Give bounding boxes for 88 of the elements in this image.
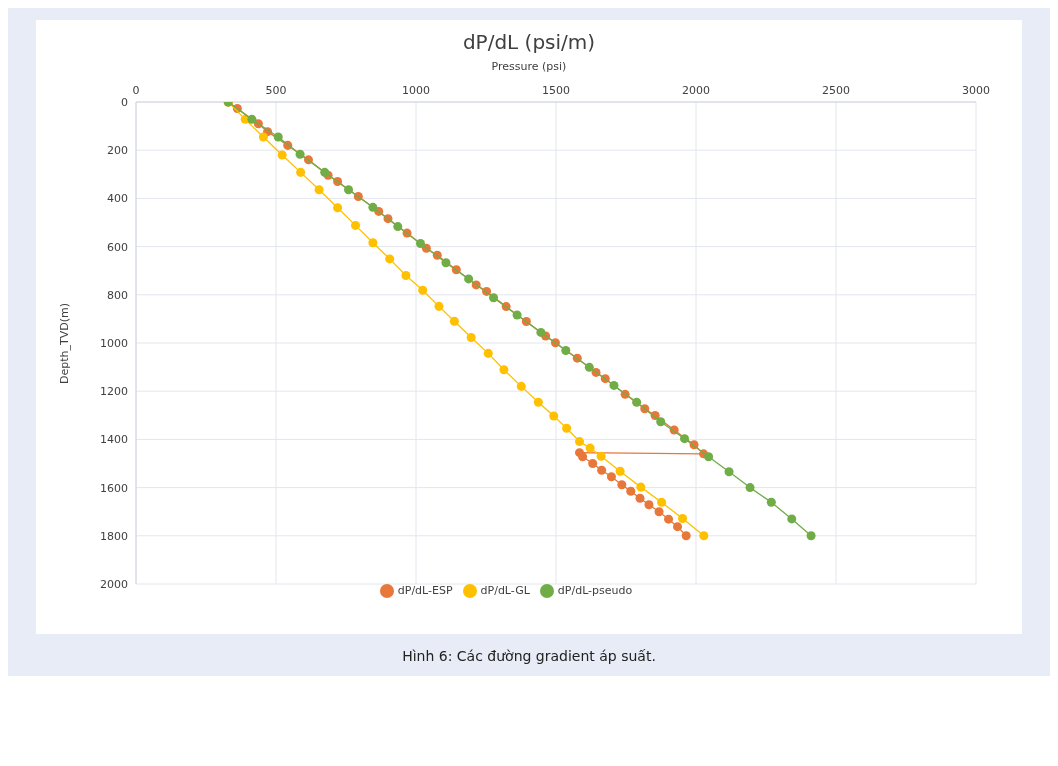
point — [597, 465, 607, 475]
point — [295, 149, 305, 159]
point — [680, 434, 690, 444]
point — [699, 531, 709, 541]
point — [681, 531, 691, 541]
point — [273, 132, 283, 142]
point — [644, 500, 654, 510]
point — [333, 203, 343, 213]
point — [368, 202, 378, 212]
point — [314, 185, 324, 195]
point — [483, 348, 493, 358]
point — [536, 327, 546, 337]
legend-label: dP/dL-ESP — [397, 584, 453, 597]
point — [512, 310, 522, 320]
point — [258, 132, 268, 142]
x-tick-label: 2000 — [682, 84, 710, 97]
point — [585, 443, 595, 453]
x-tick-label: 1500 — [542, 84, 570, 97]
point — [609, 380, 619, 390]
point — [657, 497, 667, 507]
text: Hình 6: Các đường gradient áp suất. — [401, 648, 657, 664]
y-tick-label: 1600 — [100, 481, 128, 495]
point — [596, 451, 606, 461]
y-tick-label: 0 — [121, 95, 128, 109]
point — [787, 514, 797, 524]
point — [351, 220, 361, 230]
point — [368, 238, 378, 248]
point — [247, 114, 257, 124]
x-tick-label: 0 — [132, 84, 140, 97]
point — [678, 513, 688, 523]
legend-label: dP/dL-pseudo — [557, 584, 633, 597]
point — [415, 238, 425, 248]
point — [561, 345, 571, 355]
point — [636, 482, 646, 492]
point — [632, 397, 642, 407]
x-tick-label: 1000 — [402, 84, 430, 97]
point — [615, 466, 625, 476]
point — [656, 417, 666, 427]
legend-label: dP/dL-GL — [480, 584, 530, 597]
point — [401, 271, 411, 281]
x-tick-label: 500 — [265, 84, 287, 97]
y-tick-label: 1800 — [100, 529, 128, 543]
point — [588, 458, 598, 469]
point — [626, 486, 636, 496]
point — [673, 522, 683, 532]
y-tick-label: 400 — [107, 192, 128, 206]
y-tick-label: 1200 — [100, 385, 128, 399]
point — [704, 452, 714, 462]
chart-title: dP/dL (psi/m) — [461, 30, 597, 54]
point — [617, 480, 627, 490]
point — [441, 258, 451, 268]
x-tick-label: 3000 — [962, 84, 990, 97]
point — [766, 497, 776, 507]
y-axis-title: Depth_TVD(m) — [58, 302, 71, 384]
point — [533, 397, 543, 407]
point — [575, 437, 585, 447]
point — [654, 507, 664, 517]
point — [385, 254, 395, 264]
point — [562, 423, 572, 433]
point — [584, 362, 594, 372]
y-tick-label: 2000 — [100, 577, 128, 591]
y-tick-label: 800 — [107, 288, 128, 302]
point — [393, 222, 403, 232]
point — [296, 167, 306, 177]
point — [499, 365, 509, 375]
point — [466, 332, 476, 342]
x-axis-title: Pressure (psi) — [490, 60, 568, 73]
y-tick-label: 200 — [107, 144, 128, 158]
point — [434, 301, 444, 311]
point — [664, 514, 674, 524]
point — [516, 381, 526, 391]
point — [606, 472, 616, 482]
x-tick-label: 2500 — [822, 84, 850, 97]
point — [724, 467, 734, 477]
point — [806, 531, 816, 541]
point — [635, 493, 645, 503]
point — [745, 483, 755, 493]
point — [578, 452, 588, 462]
point — [489, 293, 499, 303]
point — [449, 316, 459, 326]
point — [277, 150, 287, 160]
y-tick-label: 1000 — [100, 336, 128, 350]
point — [418, 285, 428, 295]
point — [549, 411, 559, 421]
point — [464, 274, 474, 284]
point — [344, 185, 354, 195]
y-tick-label: 1400 — [100, 433, 128, 447]
y-tick-label: 600 — [107, 240, 128, 254]
